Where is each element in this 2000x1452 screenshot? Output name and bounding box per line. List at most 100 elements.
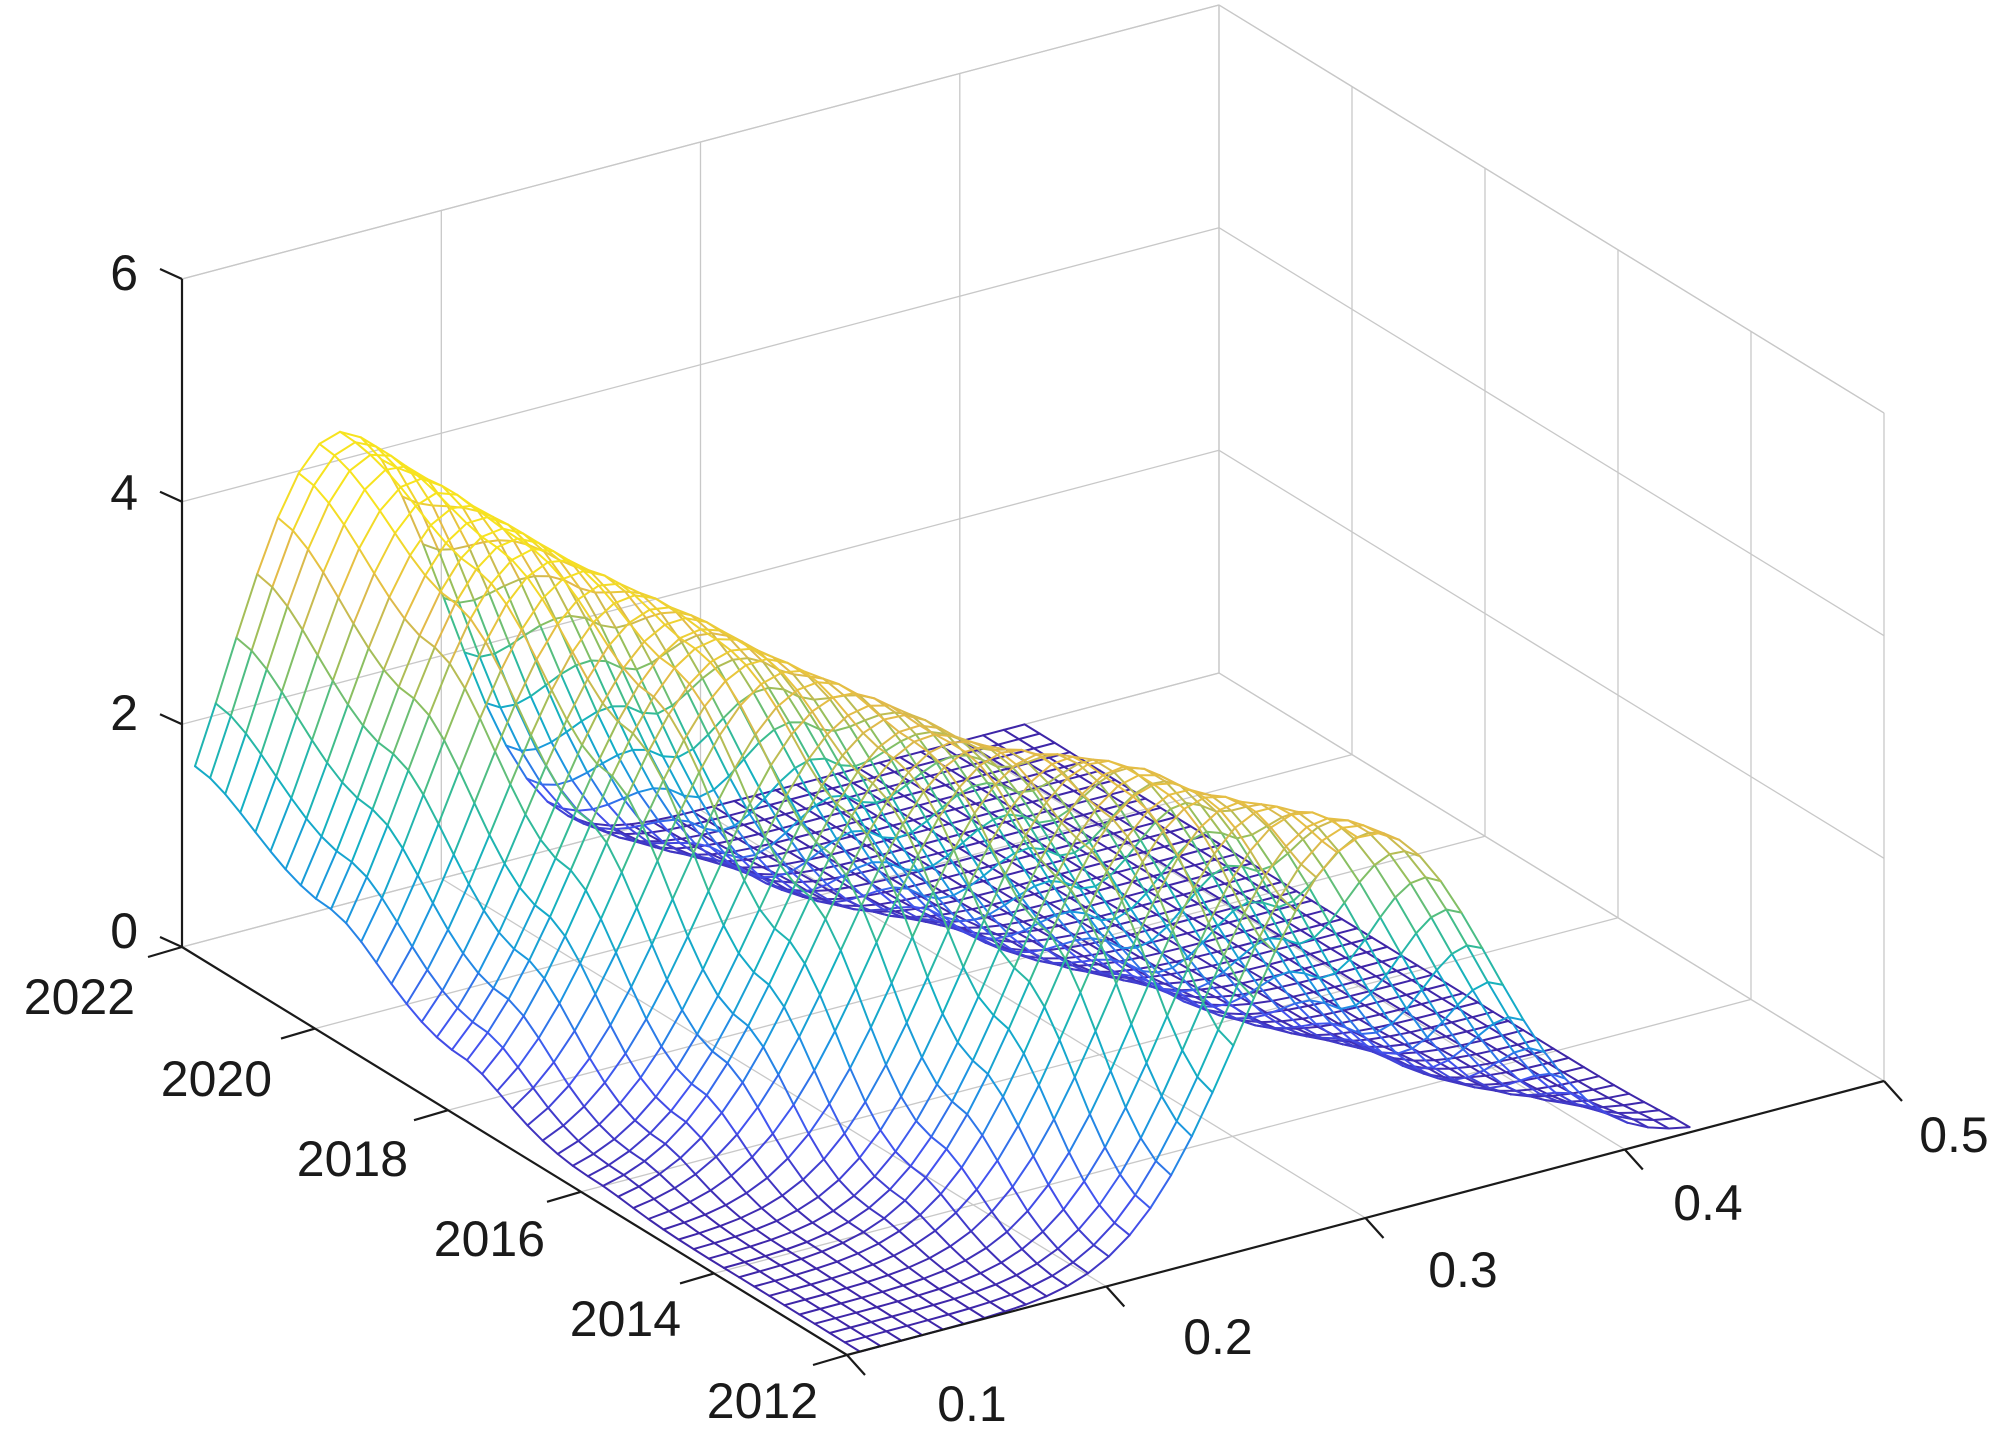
mesh-line-y bbox=[935, 1231, 950, 1247]
mesh-line-y bbox=[760, 1271, 775, 1280]
mesh-line-x bbox=[845, 1337, 866, 1343]
mesh-line-y bbox=[832, 1278, 847, 1288]
mesh-line-y bbox=[824, 1159, 839, 1180]
mesh-line-y bbox=[1401, 933, 1416, 954]
mesh-line-x bbox=[497, 1067, 518, 1091]
mesh-line-y bbox=[376, 963, 391, 984]
mesh-line-x bbox=[361, 898, 382, 942]
mesh-line-y bbox=[373, 809, 388, 825]
mesh-line-y bbox=[378, 742, 393, 754]
mesh-line-y bbox=[1022, 1249, 1037, 1264]
y-tick-label: 2014 bbox=[570, 1291, 681, 1347]
mesh-line-y bbox=[1578, 1081, 1593, 1090]
mesh-line-y bbox=[880, 1130, 895, 1151]
mesh-line-y bbox=[916, 1121, 931, 1137]
mesh-line-y bbox=[544, 979, 559, 1004]
mesh-line-x bbox=[482, 1048, 503, 1074]
mesh-line-x bbox=[287, 549, 308, 606]
mesh-line-y bbox=[516, 703, 531, 736]
x-tick-label: 0.2 bbox=[1183, 1309, 1253, 1365]
mesh-line-y bbox=[988, 1074, 1003, 1097]
mesh-line-x bbox=[786, 1242, 807, 1250]
mesh-line-y bbox=[1054, 1119, 1069, 1152]
mesh-line-x bbox=[1416, 1013, 1437, 1018]
mesh-line-y bbox=[261, 754, 276, 776]
mesh-line-x bbox=[667, 936, 688, 979]
y-tick-label: 2022 bbox=[24, 969, 135, 1025]
mesh-line-x bbox=[1170, 826, 1191, 832]
mesh-line-y bbox=[986, 1248, 1001, 1263]
mesh-line-y bbox=[762, 1208, 777, 1221]
x-tick-mark bbox=[1625, 1150, 1643, 1170]
mesh-line-y bbox=[856, 1313, 871, 1322]
mesh-line-y bbox=[459, 600, 474, 603]
mesh-line-y bbox=[948, 877, 963, 886]
mesh-line-y bbox=[665, 625, 680, 638]
mesh-line-y bbox=[618, 1197, 633, 1208]
mesh-line-y bbox=[286, 869, 301, 885]
mesh-line-x bbox=[898, 1295, 919, 1301]
mesh-line-x bbox=[580, 919, 601, 963]
mesh-line-x bbox=[739, 1271, 760, 1277]
mesh-line-y bbox=[1029, 848, 1044, 849]
mesh-line-x bbox=[1020, 895, 1041, 922]
mesh-line-x bbox=[771, 1232, 792, 1240]
mesh-line-x bbox=[1286, 827, 1307, 846]
mesh-line-y bbox=[1472, 1017, 1487, 1026]
mesh-line-y bbox=[852, 1272, 867, 1282]
mesh-line-y bbox=[739, 1277, 754, 1286]
x-tick-label: 0.3 bbox=[1428, 1242, 1498, 1298]
mesh-line-y bbox=[737, 1135, 752, 1158]
mesh-line-x bbox=[1426, 877, 1447, 909]
mesh-line-y bbox=[941, 1194, 956, 1213]
mesh-line-y bbox=[573, 1166, 588, 1176]
mesh-line-y bbox=[731, 1176, 746, 1193]
mesh-line-x bbox=[862, 1292, 883, 1298]
mesh-line-x bbox=[286, 819, 307, 870]
mesh-line-x bbox=[1411, 883, 1432, 917]
mesh-line-x bbox=[669, 1202, 690, 1211]
mesh-line-x bbox=[626, 1019, 647, 1054]
mesh-line-x bbox=[505, 814, 526, 863]
mesh-line-x bbox=[1058, 1230, 1079, 1249]
mesh-line-y bbox=[792, 1232, 807, 1242]
mesh-line-y bbox=[618, 722, 633, 734]
mesh-line-x bbox=[329, 471, 350, 503]
mesh-line-y bbox=[560, 1003, 575, 1031]
mesh-line-x bbox=[896, 1121, 917, 1152]
mesh-line-x bbox=[939, 787, 960, 817]
mesh-line-y bbox=[1380, 897, 1395, 917]
mesh-line-x bbox=[983, 730, 1004, 735]
mesh-line-x bbox=[962, 1135, 983, 1167]
mesh-line-x bbox=[1073, 1245, 1094, 1262]
mesh-line-y bbox=[453, 546, 468, 549]
mesh-line-y bbox=[726, 1205, 741, 1218]
mesh-line-y bbox=[850, 1068, 865, 1102]
mesh-line-x bbox=[1091, 887, 1112, 893]
mesh-line-y bbox=[504, 580, 519, 586]
mesh-line-x bbox=[645, 1144, 666, 1161]
mesh-line-y bbox=[578, 809, 593, 811]
mesh-line-x bbox=[796, 1269, 817, 1275]
mesh-line-y bbox=[725, 681, 740, 705]
mesh-line-x bbox=[1395, 1019, 1416, 1024]
mesh-line-y bbox=[1541, 1093, 1556, 1095]
mesh-line-y bbox=[1162, 1096, 1177, 1121]
mesh-line-y bbox=[435, 647, 450, 663]
mesh-line-x bbox=[407, 970, 428, 1004]
mesh-line-y bbox=[467, 1060, 482, 1074]
mesh-line-x bbox=[1337, 838, 1358, 853]
mesh-line-y bbox=[225, 794, 240, 813]
mesh-line-y bbox=[525, 814, 540, 839]
mesh-line-y bbox=[510, 784, 525, 814]
mesh-line-x bbox=[884, 1201, 905, 1219]
y-tick-mark bbox=[680, 1273, 714, 1283]
mesh-line-y bbox=[354, 624, 369, 649]
mesh-line-x bbox=[282, 630, 303, 692]
y-tick-label: 2012 bbox=[707, 1373, 818, 1429]
mesh-line-x bbox=[646, 830, 667, 833]
mesh-line-x bbox=[582, 703, 603, 745]
mesh-line-x bbox=[1669, 1127, 1690, 1128]
mesh-line-y bbox=[800, 1315, 815, 1324]
mesh-line-y bbox=[907, 1023, 922, 1058]
